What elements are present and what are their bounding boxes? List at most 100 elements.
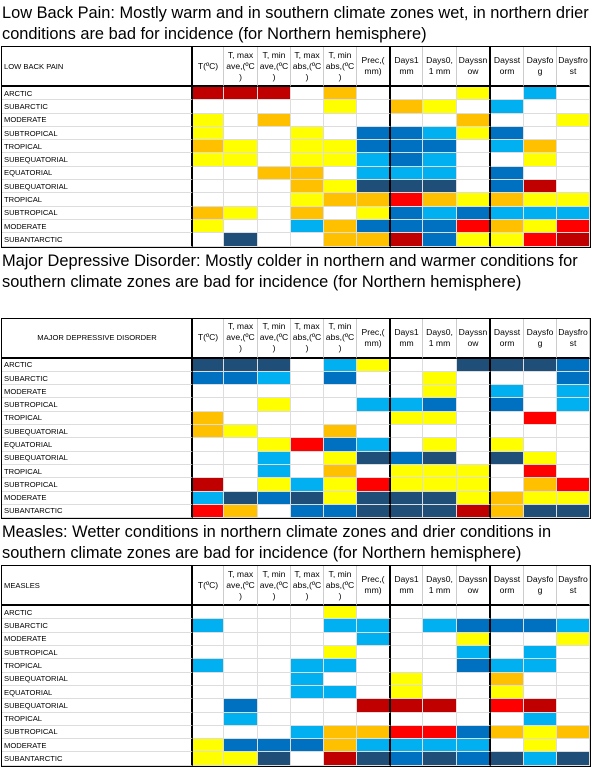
heat-cell bbox=[258, 504, 291, 519]
heat-cell bbox=[224, 659, 258, 673]
heat-cell bbox=[491, 206, 524, 220]
heat-cell bbox=[258, 206, 291, 220]
heat-cell bbox=[291, 752, 324, 766]
heat-cell bbox=[324, 504, 357, 519]
heat-cell bbox=[491, 411, 524, 426]
heat-cell bbox=[324, 140, 357, 154]
heat-cell bbox=[324, 438, 357, 452]
heat-cell bbox=[457, 752, 491, 766]
heat-cell bbox=[391, 632, 423, 647]
heat-cell bbox=[291, 371, 324, 386]
heat-cell bbox=[258, 233, 291, 247]
column-header: Days1 mm bbox=[391, 566, 423, 607]
heat-cell bbox=[524, 672, 557, 686]
row-label: SUBANTARCTIC bbox=[2, 233, 193, 247]
heat-cell bbox=[258, 712, 291, 726]
heat-cell bbox=[457, 725, 491, 740]
heat-cell bbox=[324, 464, 357, 479]
heat-cell bbox=[491, 632, 524, 647]
heat-cell bbox=[193, 385, 224, 399]
row-label: SUBARCTIC bbox=[2, 371, 193, 386]
row-label: ARCTIC bbox=[2, 606, 193, 620]
heat-cell bbox=[557, 685, 590, 700]
row-label: SUBEQUATORIAL bbox=[2, 672, 193, 686]
heat-cell bbox=[291, 180, 324, 194]
column-header: Daysfrost bbox=[557, 566, 590, 607]
heat-cell bbox=[524, 699, 557, 713]
column-header: T(ºC) bbox=[193, 318, 224, 359]
heat-cell bbox=[224, 425, 258, 439]
column-header: T, max ave,(ºC ) bbox=[224, 318, 258, 359]
heat-cell bbox=[457, 659, 491, 673]
heat-cell bbox=[357, 632, 391, 647]
heat-cell bbox=[457, 739, 491, 753]
heat-cell bbox=[491, 219, 524, 234]
heat-cell bbox=[423, 140, 457, 154]
heat-cell bbox=[224, 126, 258, 141]
heat-cell bbox=[457, 672, 491, 686]
heat-cell bbox=[357, 504, 391, 519]
heat-cell bbox=[423, 478, 457, 492]
heat-cell bbox=[423, 113, 457, 127]
heat-cell bbox=[423, 739, 457, 753]
heat-cell bbox=[291, 411, 324, 426]
heat-cell bbox=[557, 619, 590, 633]
heat-cell bbox=[524, 464, 557, 479]
heat-cell bbox=[258, 672, 291, 686]
heat-cell bbox=[193, 478, 224, 492]
heat-cell bbox=[224, 371, 258, 386]
heat-cell bbox=[193, 398, 224, 412]
heat-cell bbox=[391, 100, 423, 114]
heat-cell bbox=[291, 100, 324, 114]
heat-cell bbox=[457, 126, 491, 141]
row-label: MODERATE bbox=[2, 491, 193, 505]
caption: Measles: Wetter conditions in northern c… bbox=[2, 523, 552, 563]
row-label: SUBEQUATORIAL bbox=[2, 180, 193, 194]
heat-cell bbox=[491, 126, 524, 141]
heat-cell bbox=[291, 659, 324, 673]
heat-cell bbox=[423, 219, 457, 234]
column-header: Daysstorm bbox=[491, 47, 524, 87]
heat-cell bbox=[423, 712, 457, 726]
heat-cell bbox=[557, 752, 590, 766]
heat-cell bbox=[423, 438, 457, 452]
heat-cell bbox=[258, 451, 291, 465]
heat-cell bbox=[391, 166, 423, 181]
heat-cell bbox=[291, 504, 324, 519]
heat-cell bbox=[324, 100, 357, 114]
heat-cell bbox=[457, 438, 491, 452]
heat-cell bbox=[557, 193, 590, 207]
heat-cell bbox=[357, 451, 391, 465]
heat-cell bbox=[224, 478, 258, 492]
heat-cell bbox=[524, 619, 557, 633]
heat-cell bbox=[291, 451, 324, 465]
heat-cell bbox=[224, 725, 258, 740]
heat-cell bbox=[524, 411, 557, 426]
heat-cell bbox=[524, 193, 557, 207]
heat-cell bbox=[258, 632, 291, 647]
heat-cell bbox=[291, 438, 324, 452]
heat-cell bbox=[524, 206, 557, 220]
heat-cell bbox=[457, 398, 491, 412]
heat-cell bbox=[491, 166, 524, 181]
heat-cell bbox=[491, 398, 524, 412]
heat-cell bbox=[258, 166, 291, 181]
heat-cell bbox=[324, 113, 357, 127]
column-header: Daysfog bbox=[524, 566, 557, 607]
heat-cell bbox=[291, 425, 324, 439]
heat-cell bbox=[224, 398, 258, 412]
heat-cell bbox=[391, 385, 423, 399]
heat-cell bbox=[357, 206, 391, 220]
heat-cell bbox=[524, 504, 557, 519]
heat-cell bbox=[193, 619, 224, 633]
heat-cell bbox=[324, 606, 357, 620]
heat-cell bbox=[224, 451, 258, 465]
heat-cell bbox=[457, 153, 491, 167]
heat-cell bbox=[557, 371, 590, 386]
column-header: Prec,( mm) bbox=[357, 47, 391, 87]
heat-cell bbox=[557, 180, 590, 194]
column-header: Daysstorm bbox=[491, 566, 524, 607]
heat-cell bbox=[258, 725, 291, 740]
heat-cell bbox=[324, 385, 357, 399]
heat-cell bbox=[193, 672, 224, 686]
